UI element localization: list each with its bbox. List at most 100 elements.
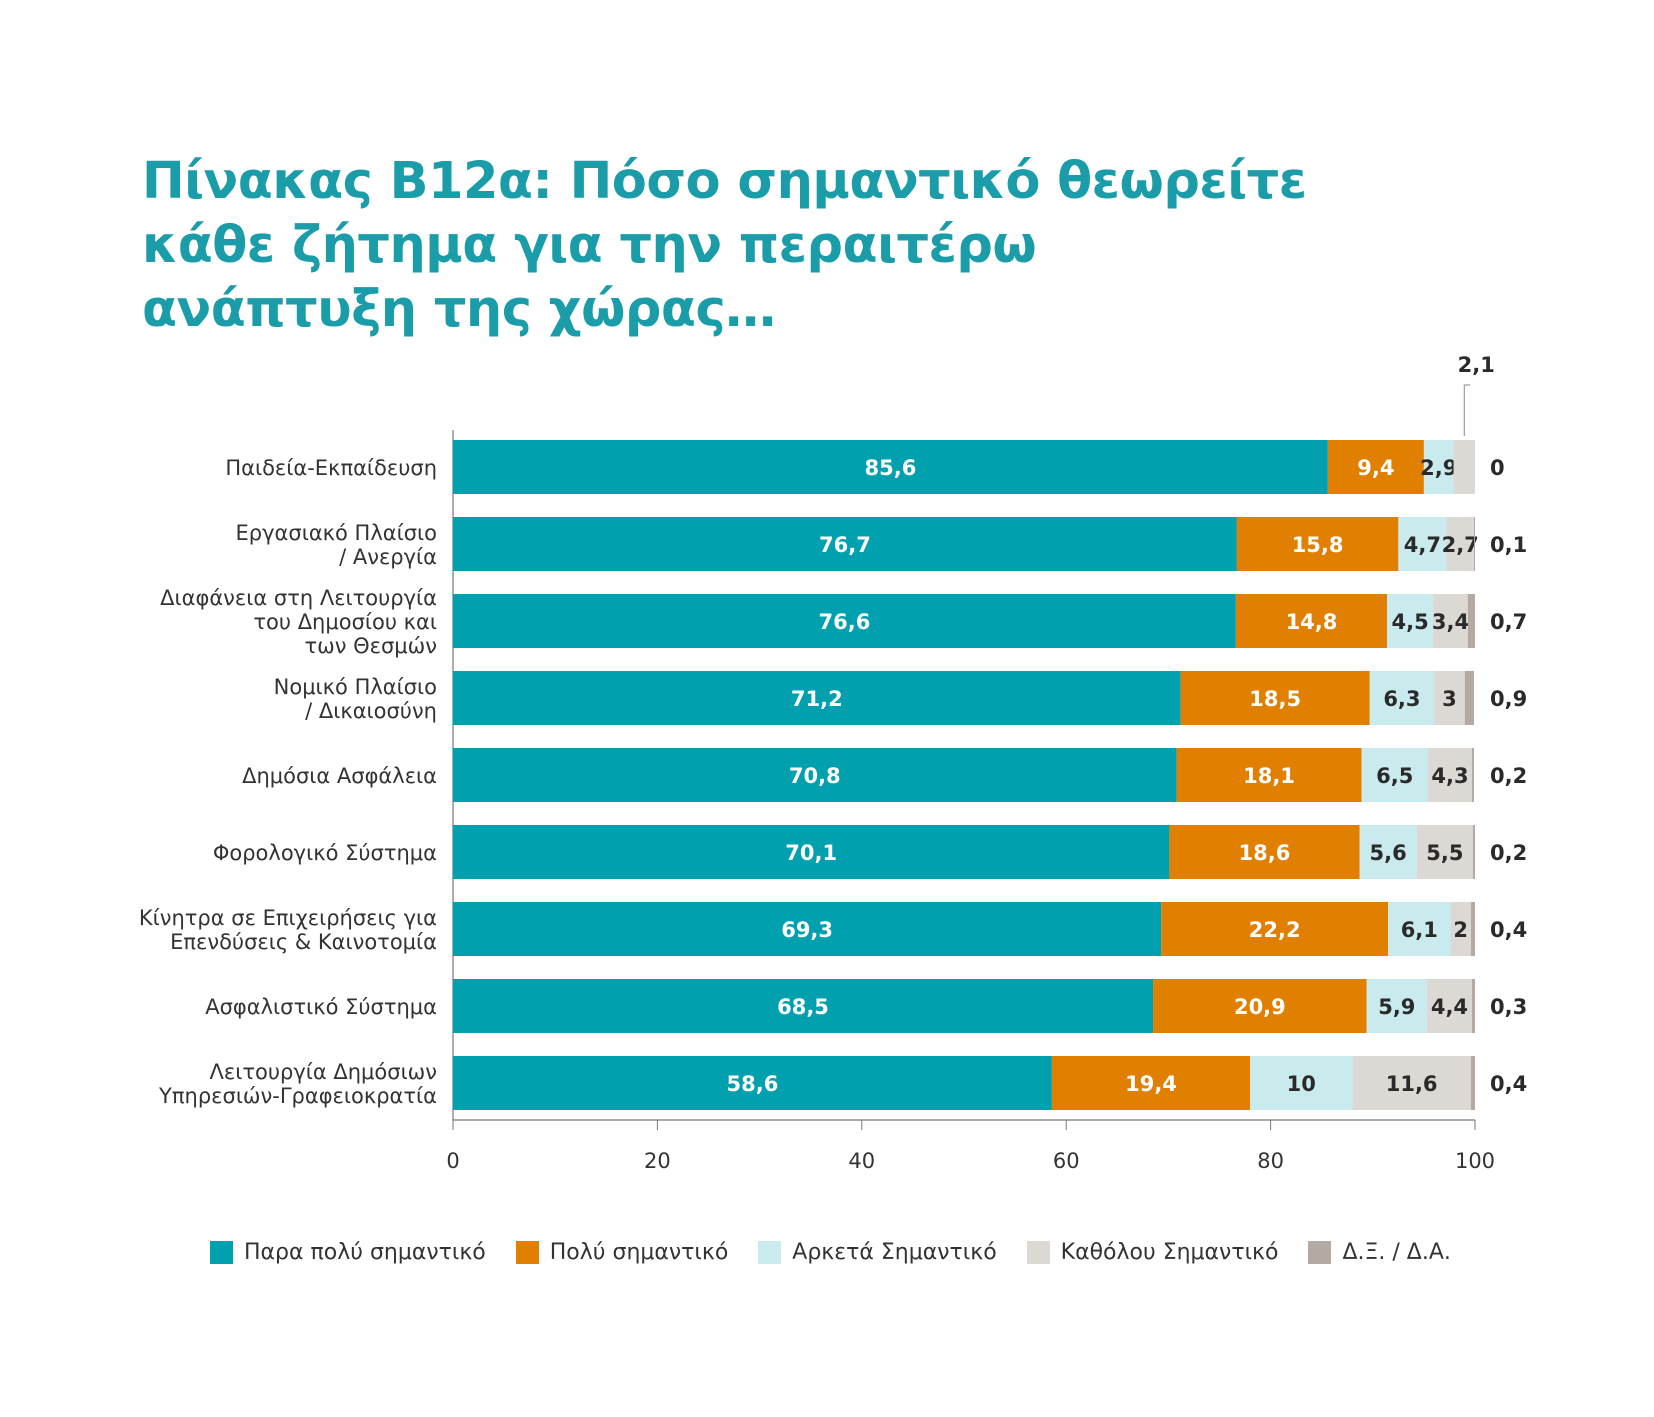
bar-segment (1473, 517, 1475, 571)
data-label-outside: 0,2 (1490, 841, 1527, 865)
bar-segment (1434, 671, 1465, 725)
data-label: 15,8 (1292, 533, 1344, 557)
legend-label: Καθόλου Σημαντικό (1060, 1240, 1279, 1265)
data-label: 4,7 (1404, 533, 1441, 557)
bar-segment (1235, 594, 1388, 648)
bar-segment (1051, 1056, 1251, 1110)
legend-swatch (758, 1241, 782, 1264)
x-tick-label: 60 (1053, 1149, 1080, 1173)
bar-segment (1327, 440, 1424, 494)
legend-swatch (1308, 1241, 1332, 1264)
bar-segment (453, 1056, 1052, 1110)
data-label: 2 (1453, 918, 1468, 942)
bar-segment (453, 671, 1181, 725)
chart-title: Πίνακας Β12α: Πόσο σημαντικό θεωρείτε κά… (142, 152, 1307, 339)
data-label: 68,5 (777, 995, 829, 1019)
category-label: Παιδεία-Εκπαίδευση (225, 456, 437, 480)
data-label: 3,4 (1432, 610, 1469, 634)
category-label: Υπηρεσιών-Γραφειοκρατία (158, 1084, 437, 1108)
bar-segment (1388, 902, 1451, 956)
data-label: 4,5 (1392, 610, 1429, 634)
category-label: Εργασιακό Πλαίσιο (236, 521, 437, 545)
data-label: 70,8 (789, 764, 841, 788)
category-label: Κίνητρα σε Επιχειρήσεις για (139, 906, 437, 930)
x-tick-label: 40 (848, 1149, 875, 1173)
data-label: 5,6 (1370, 841, 1407, 865)
data-label: 71,2 (791, 687, 843, 711)
legend-label: Πολύ σημαντικό (549, 1240, 729, 1265)
legend-item: Αρκετά Σημαντικό (758, 1240, 997, 1265)
data-label: 18,6 (1239, 841, 1291, 865)
bar-segment (453, 517, 1237, 571)
legend-swatch (210, 1241, 233, 1264)
data-label: 11,6 (1386, 1072, 1438, 1096)
data-label-outside: 0,1 (1490, 533, 1527, 557)
data-label: 85,6 (865, 456, 917, 480)
data-label: 9,4 (1357, 456, 1394, 480)
bar-segment (453, 748, 1177, 802)
category-label: των Θεσμών (304, 634, 437, 658)
bar-segment (1453, 440, 1475, 494)
data-label: 19,4 (1125, 1072, 1177, 1096)
bar-segment (1464, 671, 1474, 725)
legend-item: Καθόλου Σημαντικό (1026, 1240, 1279, 1265)
bar-segment (1176, 748, 1362, 802)
category-label: Φορολογικό Σύστημα (213, 841, 437, 865)
data-label: 6,1 (1401, 918, 1438, 942)
data-label-outside: 0,4 (1490, 918, 1527, 942)
bar-segment (1153, 979, 1367, 1033)
bar-segment (1416, 825, 1473, 879)
data-label: 20,9 (1234, 995, 1286, 1019)
data-label: 76,7 (819, 533, 871, 557)
legend-item: Παρα πολύ σημαντικό (210, 1240, 486, 1265)
bar-segment (1361, 748, 1428, 802)
bar-segment (1470, 1056, 1475, 1110)
bar-segment (1433, 594, 1468, 648)
data-label: 2,9 (1420, 456, 1457, 480)
data-label: 2,1 (1458, 353, 1495, 377)
legend-label: Παρα πολύ σημαντικό (244, 1240, 486, 1265)
legend-item: Δ.Ξ. / Δ.Α. (1308, 1240, 1451, 1265)
data-label: 69,3 (781, 918, 833, 942)
category-label: Ασφαλιστικό Σύστημα (205, 995, 437, 1019)
data-label: 6,5 (1376, 764, 1413, 788)
bar-segment (453, 902, 1162, 956)
bar-segment (1359, 825, 1417, 879)
legend-swatch (1026, 1241, 1050, 1264)
bar-segment (1169, 825, 1360, 879)
legend-label: Δ.Ξ. / Δ.Α. (1342, 1240, 1451, 1265)
bar-segment (1236, 517, 1399, 571)
bar-segment (1426, 979, 1472, 1033)
data-label: 3 (1442, 687, 1457, 711)
bar-segment (1180, 671, 1370, 725)
data-label: 10 (1287, 1072, 1316, 1096)
bar-segment (1352, 1056, 1471, 1110)
category-label: / Δικαιοσύνη (305, 699, 437, 723)
bar-segment (1423, 440, 1454, 494)
category-label: Διαφάνεια στη Λειτουργία (160, 586, 437, 610)
bar-segment (1467, 594, 1475, 648)
legend-label: Αρκετά Σημαντικό (792, 1240, 997, 1265)
data-label: 14,8 (1286, 610, 1338, 634)
data-label: 6,3 (1383, 687, 1420, 711)
legend: Παρα πολύ σημαντικό Πολύ σημαντικό Αρκετά … (210, 1240, 1481, 1265)
data-label-outside: 0,9 (1490, 687, 1527, 711)
category-label: / Ανεργία (339, 545, 437, 569)
category-label: Δημόσια Ασφάλεια (242, 764, 437, 788)
data-label: 18,5 (1249, 687, 1301, 711)
data-label: 4,3 (1431, 764, 1468, 788)
x-tick-label: 80 (1257, 1149, 1284, 1173)
category-label: Λειτουργία Δημόσιων (210, 1060, 437, 1084)
x-tick-label: 20 (644, 1149, 671, 1173)
bar-segment (1250, 1056, 1353, 1110)
data-label-outside: 0,7 (1490, 610, 1527, 634)
bar-segment (453, 594, 1236, 648)
bar-segment (1427, 748, 1472, 802)
bar-segment (1446, 517, 1474, 571)
data-label-outside: 0 (1490, 456, 1505, 480)
data-label: 76,6 (819, 610, 871, 634)
legend-item: Πολύ σημαντικό (515, 1240, 729, 1265)
data-label-outside: 0,4 (1490, 1072, 1527, 1096)
bar-segment (1450, 902, 1471, 956)
